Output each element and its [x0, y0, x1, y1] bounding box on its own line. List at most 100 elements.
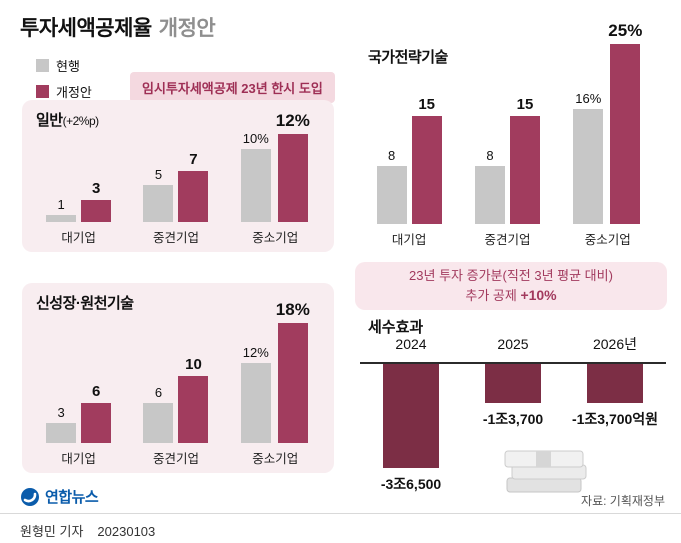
category-label: 대기업: [61, 452, 96, 466]
tax-bar: [587, 364, 643, 403]
tax-value-label: -1조3,700억원: [571, 411, 659, 427]
year-label: 2026년: [592, 336, 638, 352]
bar-revised: [277, 323, 308, 443]
bar-column-current: 3: [46, 405, 77, 443]
category-label: 대기업: [61, 231, 96, 245]
bar-current: [46, 423, 77, 443]
tax-chart-baseline: [360, 362, 666, 364]
bar-revised: [178, 376, 209, 443]
legend-swatch-current: [36, 59, 49, 72]
bar-value-label: 6: [91, 383, 101, 400]
page-title: 투자세액공제율 개정안: [20, 12, 216, 42]
category-label: 대기업: [391, 233, 427, 247]
bar-value-label: 12%: [242, 345, 269, 360]
bar-value-label: 8: [388, 148, 396, 163]
yonhap-logo: 연합뉴스: [20, 486, 99, 507]
bar-column-current: 8: [474, 148, 505, 224]
chart-title-general: 일반(+2%p): [36, 109, 99, 130]
info-box-line2: 추가 공제 +10%: [465, 285, 556, 306]
tax-value-label: -3조6,500: [380, 476, 442, 492]
bar-group: 6 10 중견기업: [143, 356, 209, 467]
bar-revised: [277, 134, 308, 222]
category-label: 중소기업: [584, 233, 631, 247]
chart-title-general-suffix: (+2%p): [62, 114, 100, 128]
chart-title-national-strategic-text: 국가전략기술: [368, 49, 448, 66]
info-box-line1: 23년 투자 증가분(직전 3년 평균 대비): [409, 267, 613, 283]
category-label: 중견기업: [152, 452, 199, 466]
bar-value-label: 8: [486, 148, 494, 163]
chart-title-national-strategic: 국가전략기술: [368, 46, 448, 67]
chart-panel-national-strategic: 국가전략기술 8 15 대기업 8 15 중견기업 16% 25% 중소기업: [352, 21, 667, 254]
tax-column: 2024 -3조6,500: [360, 334, 462, 512]
bar-value-label: 15: [418, 96, 435, 113]
year-label: 2024: [395, 336, 427, 352]
legend-item-revised: 개정안: [36, 82, 92, 101]
bar-value-label: 10%: [242, 131, 269, 146]
bar-current: [376, 166, 407, 224]
bar-current: [474, 166, 505, 224]
year-label: 2025: [497, 336, 529, 352]
source-credit: 자료: 기획재정부: [581, 494, 665, 508]
tax-column: 2026년 -1조3,700억원: [564, 334, 666, 512]
extra-deduction-info-box: 23년 투자 증가분(직전 3년 평균 대비) 추가 공제 +10%: [355, 262, 667, 310]
info-box-line2-prefix: 추가 공제: [465, 288, 521, 304]
bar-revised: [81, 403, 112, 443]
category-label: 중소기업: [252, 452, 299, 466]
bar-current: [143, 403, 174, 443]
bar-revised: [411, 116, 442, 224]
bar-value-label: 6: [154, 385, 163, 400]
bar-value-label: 12%: [275, 111, 310, 130]
bar-column-current: 5: [143, 167, 174, 222]
bar-pair: 12% 18%: [240, 300, 310, 443]
publish-date: 20230103: [97, 524, 156, 539]
chart-panel-new-growth: 신성장·원천기술 3 6 대기업 6 10 중견기업 12% 18% 중소기업: [22, 283, 334, 473]
chart-title-general-text: 일반: [36, 112, 63, 129]
category-label: 중견기업: [484, 233, 531, 247]
yonhap-logo-text: 연합뉴스: [45, 489, 99, 506]
bar-value-label: 1: [57, 197, 65, 212]
bar-group: 3 6 대기업: [46, 383, 112, 467]
bar-column-current: 6: [143, 385, 174, 443]
category-label: 중견기업: [152, 231, 199, 245]
bar-value-label: 7: [189, 151, 198, 168]
bar-group: 10% 12% 중소기업: [240, 111, 310, 246]
bar-revised: [178, 171, 209, 222]
chart-title-tax-effect: 세수효과: [368, 319, 424, 336]
bar-group: 8 15 대기업: [376, 96, 442, 248]
page-title-sub: 개정안: [158, 17, 216, 40]
bar-group: 8 15 중견기업: [474, 96, 540, 248]
bar-group: 5 7 중견기업: [143, 151, 209, 246]
bar-current: [573, 109, 604, 224]
tax-bar: [383, 364, 439, 468]
reporter-name: 원형민 기자: [20, 524, 84, 539]
bar-value-label: 3: [91, 180, 101, 197]
legend-item-current: 현행: [36, 56, 92, 75]
bar-pair: 8 15: [474, 96, 540, 224]
bar-chart-tax-effect: 2024 -3조6,500 2025 -1조3,700 2026년 -1조3,700억원: [360, 334, 666, 512]
bar-pair: 6 10: [143, 356, 209, 443]
bar-group: 12% 18% 중소기업: [240, 300, 310, 467]
yonhap-logo-icon: [21, 487, 39, 506]
bar-column-revised: 25%: [608, 21, 642, 224]
bar-pair: 10% 12%: [240, 111, 310, 222]
info-box-line2-value: +10%: [520, 287, 557, 304]
legend-swatch-revised: [36, 85, 49, 98]
temporary-tax-credit-badge: 임시투자세액공제 23년 한시 도입: [130, 72, 335, 103]
byline: 원형민 기자 20230103: [20, 521, 155, 540]
bar-value-label: 18%: [275, 300, 310, 319]
bar-current: [240, 149, 271, 222]
bar-value-label: 15: [516, 96, 534, 113]
bar-column-revised: 12%: [276, 111, 310, 222]
bar-column-revised: 10: [178, 356, 209, 443]
bar-column-current: 8: [376, 148, 407, 224]
legend: 현행 개정안: [36, 56, 92, 108]
bar-column-revised: 15: [509, 96, 540, 224]
chart-title-new-growth: 신성장·원천기술: [36, 292, 134, 313]
chart-title-new-growth-text: 신성장·원천기술: [36, 295, 134, 312]
bar-column-current: 16%: [573, 91, 604, 224]
legend-label-revised: 개정안: [56, 85, 92, 100]
bar-column-current: 10%: [240, 131, 271, 222]
